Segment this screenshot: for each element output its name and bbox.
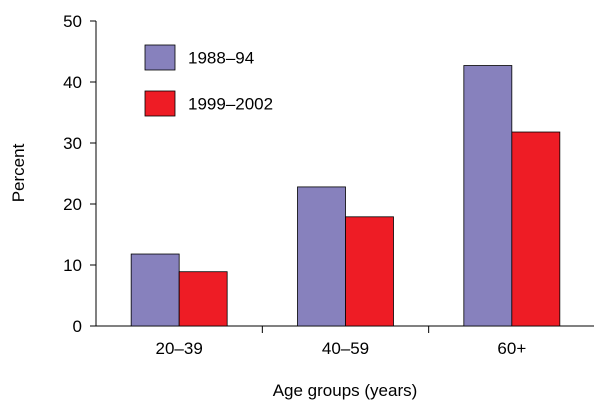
y-axis: 0 10 20 30 40 50	[63, 12, 97, 336]
y-tick-label: 0	[73, 317, 82, 336]
bar-series-2	[345, 216, 394, 327]
y-tick-label: 40	[63, 73, 82, 92]
y-tick-label: 30	[63, 134, 82, 153]
y-tick-label: 50	[63, 12, 82, 31]
bar-series-1	[130, 253, 180, 327]
x-axis: 20–39 40–59 60+	[96, 325, 594, 358]
x-axis-label: Age groups (years)	[273, 381, 418, 400]
bar-series-1	[463, 65, 513, 327]
legend-label: 1999–2002	[188, 95, 273, 114]
bars	[130, 65, 561, 327]
legend: 1988–94 1999–2002	[144, 44, 273, 117]
legend-swatch	[144, 90, 176, 117]
bar-series-2	[511, 131, 561, 327]
x-tick-label: 60+	[497, 339, 526, 358]
y-axis-label: Percent	[9, 143, 28, 202]
x-tick-label: 40–59	[322, 339, 369, 358]
y-tick-label: 20	[63, 195, 82, 214]
y-tick-label: 10	[63, 256, 82, 275]
legend-swatch	[144, 44, 176, 71]
bar-series-1	[297, 186, 346, 327]
legend-label: 1988–94	[188, 49, 254, 68]
bar-series-2	[178, 271, 228, 327]
x-tick-label: 20–39	[156, 339, 203, 358]
